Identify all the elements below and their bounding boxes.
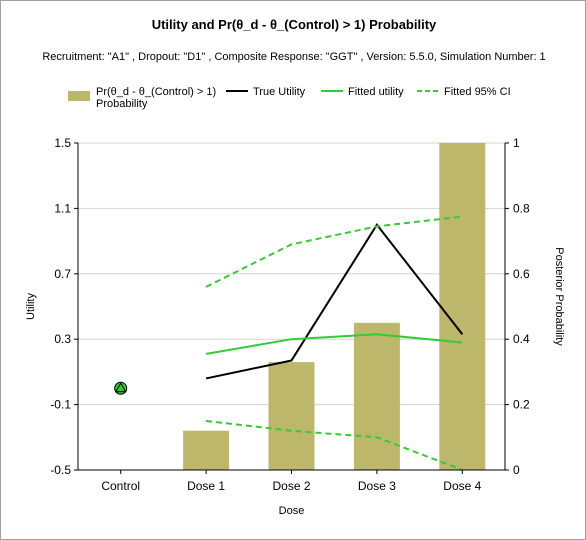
- y-tick-label: -0.5: [50, 463, 71, 477]
- y2-tick-label: 0.6: [513, 267, 530, 281]
- ci-upper-line: [205, 215, 463, 288]
- x-tick-label: Dose 2: [272, 479, 310, 493]
- control-marker-group: [114, 381, 128, 395]
- axes: -0.5 -0.1 0.3 0.7 1.1 1.5 0 0.2 0.4 0.6 0.8 1 Contro…: [25, 136, 565, 517]
- y2-tick-label: 0.2: [513, 398, 530, 412]
- chart-subtitle: Recruitment: "A1" , Dropout: "D1" , Comp…: [42, 51, 546, 63]
- y2-tick-label: 0.4: [513, 332, 530, 346]
- probability-bar: [268, 362, 315, 470]
- probability-bars: [183, 143, 486, 470]
- y-axis-title: Utility: [25, 293, 37, 320]
- y-tick-label: 1.5: [54, 136, 71, 150]
- utility-lines: [205, 215, 464, 471]
- grid-lines: [78, 142, 505, 406]
- y2-tick-label: 1: [513, 136, 520, 150]
- y-tick-label: -0.1: [50, 398, 71, 412]
- probability-bar: [353, 322, 400, 470]
- probability-bar: [183, 430, 230, 470]
- legend: Pr(θ_d - θ_(Control) > 1)Probability True…: [68, 86, 511, 110]
- x-tick-label: Dose 4: [443, 479, 481, 493]
- legend-label-true-utility: True Utility: [253, 86, 306, 98]
- y-tick-label: 0.7: [54, 267, 71, 281]
- x-axis-title: Dose: [279, 505, 305, 517]
- x-tick-label: Control: [101, 479, 140, 493]
- y-tick-label: 1.1: [54, 201, 71, 215]
- legend-label-fitted-95-ci: Fitted 95% CI: [444, 86, 511, 98]
- chart-title: Utility and Pr(θ_d - θ_(Control) > 1) Pr…: [151, 17, 437, 32]
- probability-bar: [439, 143, 486, 470]
- legend-bar-label-line1: Pr(θ_d - θ_(Control) > 1): [96, 86, 216, 98]
- y2-tick-label: 0.8: [513, 201, 530, 215]
- true-utility-line: [205, 223, 464, 380]
- y2-tick-label: 0: [513, 463, 520, 477]
- y2-axis-title: Posterior Probability: [553, 247, 565, 346]
- y-tick-label: 0.3: [54, 332, 71, 346]
- legend-bar-label-line2: Probability: [96, 98, 148, 110]
- ci-lower-line: [205, 419, 463, 471]
- x-tick-label: Dose 1: [187, 479, 225, 493]
- legend-label-fitted-utility: Fitted utility: [348, 86, 404, 98]
- legend-bar-swatch: [68, 91, 90, 101]
- control-marker-triangle: [114, 382, 127, 393]
- fitted-utility-line: [205, 333, 463, 355]
- x-tick-label: Dose 3: [358, 479, 396, 493]
